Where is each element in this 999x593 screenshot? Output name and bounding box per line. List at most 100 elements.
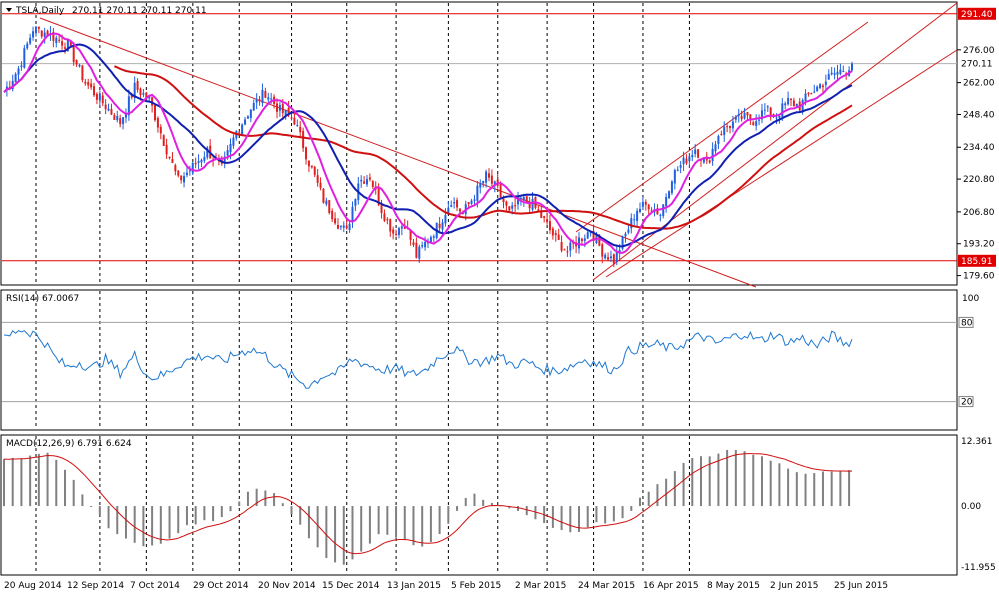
candle-body	[72, 45, 75, 63]
candle-body	[281, 103, 284, 114]
candle-body	[278, 104, 281, 111]
candle-body	[32, 31, 35, 38]
candle-body	[685, 158, 688, 164]
candle-body	[432, 236, 435, 238]
macd-layer	[3, 449, 853, 565]
candle-body	[807, 92, 810, 95]
candle-body	[310, 165, 313, 168]
candle-body	[827, 74, 830, 80]
candle-body	[93, 86, 96, 96]
macd-bar	[246, 491, 249, 507]
candle-body	[342, 225, 345, 228]
candle-body	[746, 112, 749, 116]
candle-body	[113, 115, 116, 120]
ma-slow-line	[114, 65, 853, 230]
candle-body	[511, 205, 514, 209]
macd-bar	[334, 506, 337, 563]
candle-body	[194, 162, 197, 165]
candle-body	[775, 117, 778, 119]
candle-body	[305, 147, 308, 160]
candle-body	[839, 69, 842, 75]
rsi-pane-frame	[0, 289, 958, 431]
date-label: 2 Jun 2015	[770, 581, 818, 591]
candle-body	[180, 175, 183, 181]
candle-body	[749, 114, 752, 121]
candle-body	[95, 93, 98, 100]
candle-body	[55, 37, 58, 44]
candle-body	[636, 210, 639, 221]
candle-body	[482, 180, 485, 184]
candle-body	[139, 88, 142, 96]
macd-bar	[133, 506, 136, 543]
menu-triangle-icon[interactable]	[6, 8, 12, 12]
macd-bar	[299, 506, 302, 525]
macd-bar	[325, 506, 328, 559]
candle-body	[275, 103, 278, 112]
channel-lower-line	[605, 49, 958, 278]
macd-bar	[55, 459, 58, 507]
candle-body	[145, 92, 148, 98]
candle-body	[639, 208, 641, 212]
macd-bar	[848, 470, 851, 507]
rsi-tick-label: 100	[962, 294, 979, 304]
candle-body	[20, 65, 23, 68]
candle-body	[578, 237, 581, 249]
candle-body	[824, 81, 827, 85]
support-tag-bg	[958, 254, 996, 267]
candle-body	[360, 179, 363, 182]
candle-body	[299, 126, 302, 133]
moving-averages	[3, 32, 853, 254]
macd-bar	[316, 506, 319, 548]
candle-body	[717, 135, 720, 144]
candle-body	[296, 125, 299, 127]
macd-bar	[342, 506, 345, 565]
candle-body	[52, 31, 55, 41]
candle-body	[354, 199, 357, 206]
date-label: 20 Nov 2014	[258, 581, 316, 591]
candle-body	[702, 157, 705, 163]
macd-bar	[821, 471, 824, 507]
candle-body	[813, 91, 816, 93]
candle-body	[836, 71, 839, 75]
candle-body	[249, 109, 252, 118]
candle-body	[127, 96, 130, 116]
macd-bar	[560, 506, 563, 531]
vertical-grid	[35, 3, 690, 574]
date-label: 12 Sep 2014	[67, 581, 124, 591]
candle-body	[752, 122, 755, 125]
macd-bar	[421, 506, 424, 547]
rsi-label: RSI(14) 67.0067	[6, 294, 79, 304]
macd-bar	[717, 453, 720, 507]
macd-bar	[290, 506, 293, 515]
candle-body	[522, 197, 525, 201]
candle-body	[473, 199, 476, 201]
candle-body	[223, 156, 226, 163]
candle-body	[569, 242, 572, 251]
price-tick-label: 262.00	[963, 79, 995, 89]
macd-bar	[578, 506, 581, 532]
macd-bar	[107, 506, 110, 529]
macd-bar	[29, 455, 32, 507]
candle-body	[441, 222, 444, 230]
candle-body	[174, 165, 177, 172]
candle-body	[842, 71, 845, 73]
rsi-line	[3, 330, 853, 389]
candle-body	[319, 182, 322, 188]
macd-bar	[37, 453, 40, 507]
macd-bar	[760, 456, 763, 507]
price-pane-frame	[0, 1, 958, 286]
macd-bar	[185, 506, 188, 526]
candle-body	[325, 200, 328, 205]
macd-bar	[63, 469, 66, 507]
macd-bar	[630, 506, 633, 511]
candle-body	[142, 93, 145, 95]
candle-body	[781, 103, 784, 117]
macd-bar	[281, 503, 284, 507]
candle-body	[647, 204, 650, 210]
macd-bar	[839, 470, 842, 507]
candle-body	[69, 40, 72, 46]
candle-body	[156, 118, 159, 128]
candle-body	[476, 185, 479, 201]
candle-body	[380, 203, 383, 213]
macd-bar	[508, 506, 511, 509]
